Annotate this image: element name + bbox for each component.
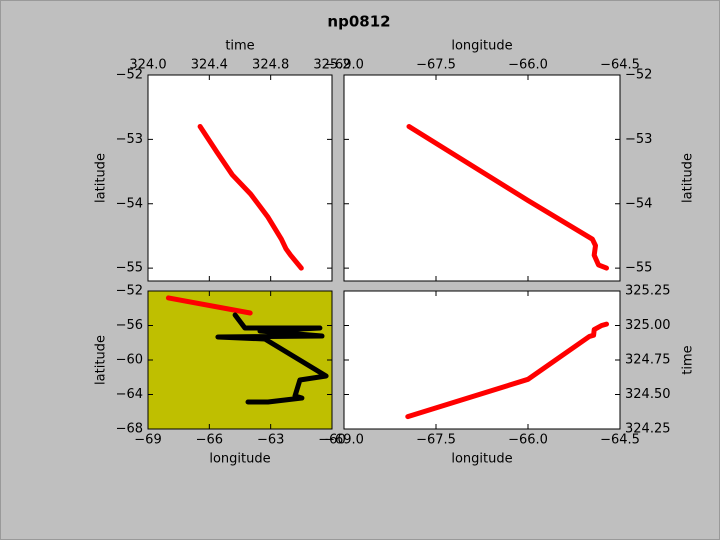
x-axis-label: longitude bbox=[451, 39, 512, 54]
x-tick-label: −69.0 bbox=[324, 58, 364, 73]
x-tick-label: −66.0 bbox=[508, 58, 548, 73]
y-tick-label: −64 bbox=[116, 387, 143, 402]
x-axis-label: longitude bbox=[209, 452, 270, 467]
track-line bbox=[405, 321, 609, 420]
x-tick-label: −69 bbox=[134, 433, 161, 448]
figure-title: np0812 bbox=[327, 13, 390, 31]
axes-frame bbox=[147, 74, 333, 282]
x-tick-label: −64.5 bbox=[600, 58, 640, 73]
x-tick-label: −64.5 bbox=[600, 433, 640, 448]
plot-area bbox=[344, 75, 620, 281]
track-line bbox=[197, 124, 304, 271]
y-tick-label: 325.00 bbox=[625, 318, 671, 333]
y-tick-label: 325.25 bbox=[625, 284, 671, 299]
x-tick-label: 324.8 bbox=[252, 58, 289, 73]
y-tick-label: 324.50 bbox=[625, 387, 671, 402]
y-axis-label: latitude bbox=[681, 153, 696, 203]
x-tick-label: −60 bbox=[318, 433, 345, 448]
y-tick-label: 324.25 bbox=[625, 422, 671, 437]
x-tick-label: 324.0 bbox=[129, 58, 166, 73]
y-tick-label: −52 bbox=[116, 284, 143, 299]
x-tick-label: −66.0 bbox=[508, 433, 548, 448]
plot-area bbox=[344, 291, 620, 429]
x-axis-label: time bbox=[225, 39, 254, 54]
y-tick-label: −56 bbox=[116, 318, 143, 333]
y-tick-label: −68 bbox=[116, 422, 143, 437]
x-tick-label: −67.5 bbox=[416, 433, 456, 448]
x-tick-label: 325.2 bbox=[313, 58, 350, 73]
x-tick-label: 324.4 bbox=[191, 58, 228, 73]
track-line bbox=[165, 295, 253, 316]
axes-frame bbox=[343, 74, 621, 282]
y-axis-label: latitude bbox=[94, 335, 109, 385]
y-axis-label: time bbox=[681, 345, 696, 374]
x-tick-label: −69.0 bbox=[324, 433, 364, 448]
track-line bbox=[406, 124, 609, 271]
y-tick-label: −54 bbox=[116, 196, 143, 211]
y-tick-label: 324.75 bbox=[625, 353, 671, 368]
plot-area bbox=[148, 75, 332, 281]
y-tick-label: −53 bbox=[116, 132, 143, 147]
y-tick-label: −53 bbox=[625, 132, 652, 147]
y-tick-label: −60 bbox=[116, 353, 143, 368]
x-tick-label: −67.5 bbox=[416, 58, 456, 73]
y-tick-label: −52 bbox=[625, 68, 652, 83]
y-axis-label: latitude bbox=[94, 153, 109, 203]
x-axis-label: longitude bbox=[451, 452, 512, 467]
y-tick-label: −54 bbox=[625, 196, 652, 211]
y-tick-label: −55 bbox=[116, 261, 143, 276]
y-tick-label: −55 bbox=[625, 261, 652, 276]
y-tick-label: −52 bbox=[116, 68, 143, 83]
x-tick-label: −66 bbox=[196, 433, 223, 448]
x-tick-label: −63 bbox=[257, 433, 284, 448]
track-line bbox=[215, 312, 329, 405]
